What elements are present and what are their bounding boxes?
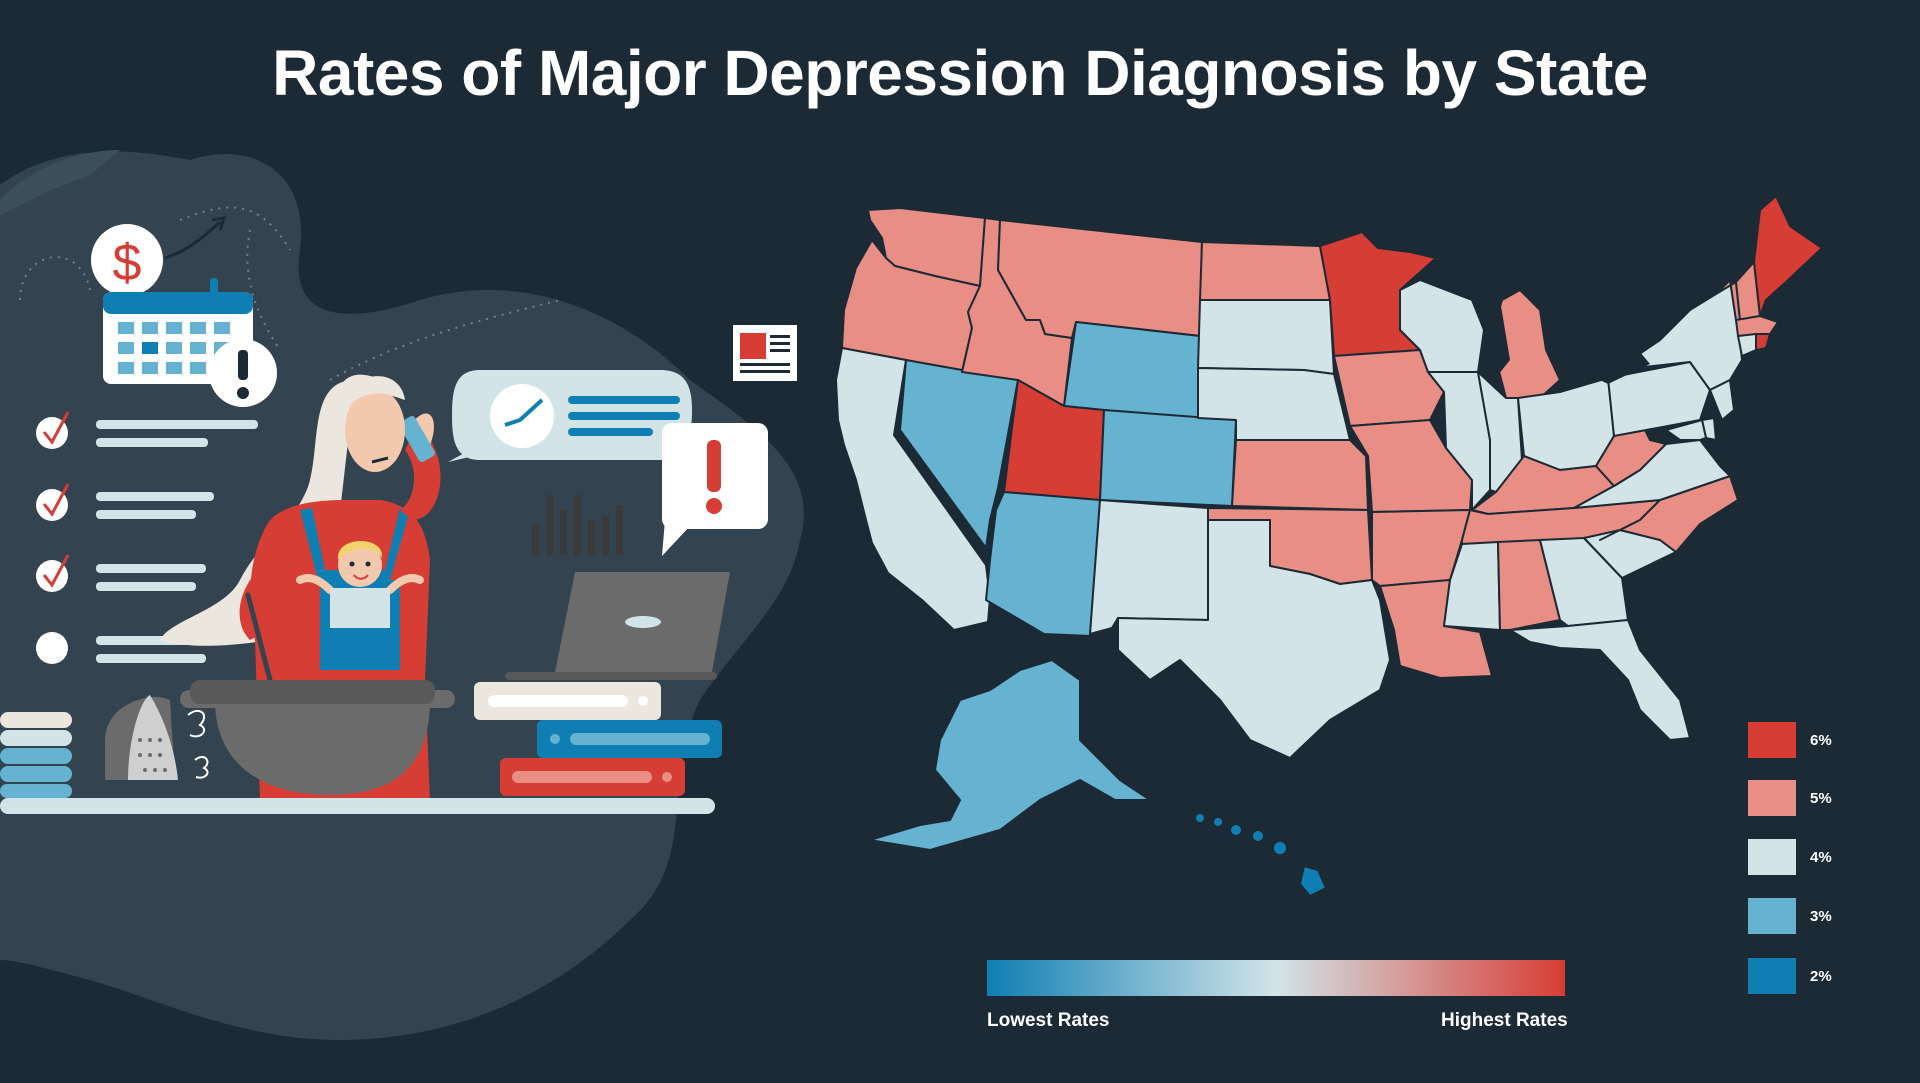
pot-icon <box>180 680 455 795</box>
scale-high-label: Highest Rates <box>1441 1010 1568 1031</box>
newspaper-icon <box>733 325 797 381</box>
legend-item: 5% <box>1748 780 1868 818</box>
lake <box>1546 330 1570 380</box>
svg-text:$: $ <box>113 234 142 292</box>
scale-low-label: Lowest Rates <box>987 1010 1110 1031</box>
legend-item: 2% <box>1748 958 1868 996</box>
state-nj <box>1709 379 1735 421</box>
legend-item: 4% <box>1748 839 1868 877</box>
state-sd <box>1197 299 1335 375</box>
legend-swatch <box>1748 958 1796 994</box>
state-me <box>1753 195 1823 317</box>
state-nm <box>1089 499 1209 635</box>
legend-label: 3% <box>1810 908 1832 925</box>
state-fl <box>1509 619 1691 741</box>
hawaii-island <box>1274 842 1286 854</box>
chart-bubble <box>448 370 692 462</box>
checklist <box>36 411 258 664</box>
state-az <box>985 491 1101 637</box>
alert-bubble <box>662 423 768 556</box>
state-wy <box>1063 321 1201 419</box>
alert-icon <box>209 339 277 407</box>
lake <box>1484 300 1510 380</box>
legend-item: 6% <box>1748 722 1868 760</box>
state-nd <box>1199 241 1331 301</box>
state-ct <box>1737 333 1757 357</box>
legend-swatch <box>1748 898 1796 934</box>
bar-chart-icon <box>532 495 623 555</box>
legend-swatch <box>1748 839 1796 875</box>
rate-scale-bar <box>987 960 1565 996</box>
hawaii-island <box>1231 825 1241 835</box>
state-ma <box>1735 315 1779 337</box>
legend-label: 2% <box>1810 968 1832 985</box>
state-co <box>1099 409 1237 507</box>
lake <box>1420 270 1500 300</box>
legend-swatch <box>1748 722 1796 758</box>
state-mt <box>997 219 1203 339</box>
book-stack <box>474 682 722 796</box>
page-title: Rates of Major Depression Diagnosis by S… <box>272 37 1648 109</box>
legend-item: 3% <box>1748 898 1868 936</box>
hawaii-island <box>1214 818 1222 826</box>
state-ks <box>1231 439 1369 511</box>
legend-label: 6% <box>1810 732 1832 749</box>
clothes-stack <box>0 712 72 798</box>
state-md <box>1665 419 1707 441</box>
legend-label: 4% <box>1810 849 1832 866</box>
hawaii-island <box>1253 831 1263 841</box>
state-ak <box>869 659 1151 851</box>
dollar-icon: $ <box>91 224 163 296</box>
legend-swatch <box>1748 780 1796 816</box>
state-tx <box>1117 519 1391 759</box>
state-ri <box>1755 333 1771 351</box>
state-al <box>1497 539 1561 631</box>
state-nc <box>1599 475 1739 553</box>
state-pa <box>1607 361 1711 437</box>
hawaii-island <box>1196 814 1204 822</box>
legend-label: 5% <box>1810 790 1832 807</box>
state-ca <box>835 347 991 631</box>
laptop-icon <box>505 572 730 680</box>
iron-icon <box>105 695 209 780</box>
counter <box>0 798 715 814</box>
lake <box>1592 352 1650 384</box>
state-hi <box>1299 865 1327 897</box>
